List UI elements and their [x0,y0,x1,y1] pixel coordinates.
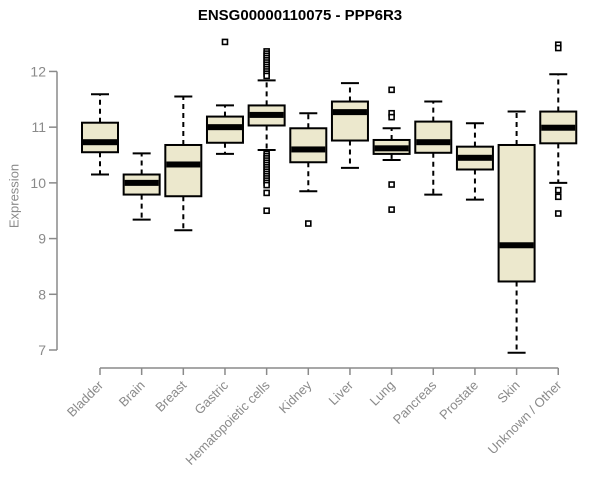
outlier-point [554,210,562,217]
outlier-point [388,86,395,94]
box-bladder [81,121,119,154]
x-category-label: Unknown / Other [485,377,565,457]
median-line [166,161,201,168]
y-tick-label: 9 [38,231,46,247]
x-category-label: Lung [367,378,398,409]
x-category-label: Bladder [64,377,107,420]
median-line [249,111,284,118]
median-line [374,145,409,152]
box-kidney [289,127,328,164]
y-tick-label: 11 [31,119,46,135]
x-category-label: Gastric [191,377,231,417]
x-category-label: Pancreas [390,377,440,427]
outlier-point [263,181,270,189]
x-category-label: Brain [116,378,148,410]
x-category-label: Breast [152,377,189,414]
outlier-point [388,206,395,213]
x-category-label: Liver [326,377,357,408]
median-line [332,109,367,116]
outlier-point [263,189,270,197]
x-category-label: Kidney [276,377,315,416]
box-skin [497,143,536,283]
median-line [291,146,326,153]
outlier-point [263,207,270,215]
x-category-label: Skin [494,378,522,406]
median-line [541,124,576,131]
median-line [416,139,451,146]
x-category-label: Prostate [436,378,481,423]
chart-title: ENSG00000110075 - PPP6R3 [197,7,403,24]
box-breast [164,143,203,198]
y-tick-label: 12 [30,63,46,79]
median-line [124,179,159,186]
outlier-point [263,72,270,80]
box-pancreas [414,120,453,154]
y-tick-label: 10 [30,175,46,191]
median-line [457,154,492,161]
y-tick-label: 7 [38,342,46,358]
outlier-point [388,113,395,121]
outlier-point [388,181,395,188]
y-tick-label: 8 [38,286,46,302]
outlier-point [221,38,229,46]
outlier-point [554,44,562,52]
outlier-point [554,186,562,194]
median-line [207,124,242,131]
median-line [83,139,117,146]
median-line [499,242,534,249]
outlier-point [304,220,312,227]
outlier-point [554,193,562,201]
box-liver [330,100,369,142]
